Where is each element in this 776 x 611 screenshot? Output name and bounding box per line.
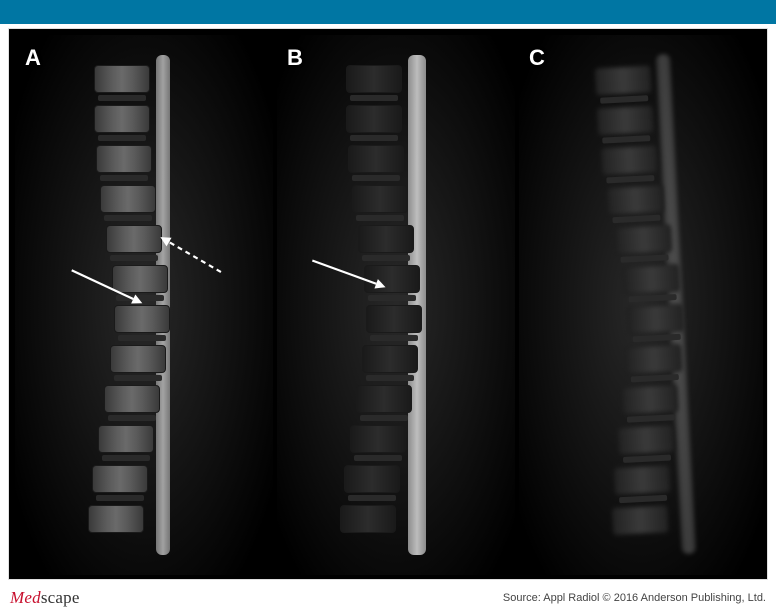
disc [348, 495, 396, 501]
disc [118, 335, 166, 341]
disc [350, 135, 398, 141]
vertebra [352, 185, 408, 213]
vertebra [348, 145, 404, 173]
disc [110, 255, 158, 261]
disc [102, 455, 150, 461]
vertebra [114, 305, 170, 333]
panel-c: C [519, 35, 763, 575]
disc [619, 495, 667, 504]
disc [360, 415, 408, 421]
disc [600, 95, 648, 104]
vertebra [597, 105, 654, 136]
vertebra [88, 505, 144, 533]
header-bar [0, 0, 776, 24]
vertebra [612, 505, 669, 536]
disc [354, 455, 402, 461]
vertebra [615, 224, 672, 255]
footer: Medscape Source: Appl Radiol © 2016 Ande… [0, 585, 776, 611]
vertebra [340, 505, 396, 533]
vertebra [613, 465, 670, 496]
vertebra [346, 65, 402, 93]
disc [100, 175, 148, 181]
disc [362, 255, 410, 261]
vertebra [358, 225, 414, 253]
vertebra [96, 145, 152, 173]
disc [631, 374, 679, 383]
brand-suffix: scape [41, 588, 80, 607]
vertebra [356, 385, 412, 413]
vertebra [623, 264, 680, 295]
vertebra [94, 65, 150, 93]
vertebra [607, 185, 664, 216]
vertebra [350, 425, 406, 453]
disc [104, 215, 152, 221]
panel-c-label: C [529, 45, 545, 71]
disc [620, 254, 668, 263]
vertebra [98, 425, 154, 453]
disc [114, 375, 162, 381]
vertebra [617, 424, 674, 455]
disc [612, 215, 660, 224]
panel-a-label: A [25, 45, 41, 71]
vertebra [94, 105, 150, 133]
panel-b-label: B [287, 45, 303, 71]
disc [352, 175, 400, 181]
disc [602, 135, 650, 144]
vertebra [627, 304, 684, 335]
panel-b: B [277, 35, 515, 575]
figure-frame: A B C [8, 28, 768, 580]
brand-prefix: Med [10, 588, 41, 607]
vertebra [362, 345, 418, 373]
vertebra [106, 225, 162, 253]
vertebra [601, 145, 658, 176]
panel-a-spine [64, 55, 224, 555]
vertebra [344, 465, 400, 493]
vertebra [104, 385, 160, 413]
panel-b-spine [316, 55, 476, 555]
disc [606, 175, 654, 184]
vertebra [92, 465, 148, 493]
disc [98, 135, 146, 141]
disc [627, 414, 675, 423]
disc [370, 335, 418, 341]
disc [356, 215, 404, 221]
disc [108, 415, 156, 421]
vertebra [595, 65, 652, 96]
vertebra [625, 344, 682, 375]
disc [623, 454, 671, 463]
brand-logo: Medscape [10, 588, 80, 608]
panel-a: A [15, 35, 273, 575]
source-text: Source: Appl Radiol © 2016 Anderson Publ… [503, 592, 766, 604]
vertebra [346, 105, 402, 133]
panel-c-spine [564, 51, 750, 559]
disc [366, 375, 414, 381]
vertebra [621, 384, 678, 415]
disc [96, 495, 144, 501]
vertebra [366, 305, 422, 333]
disc [368, 295, 416, 301]
vertebra [110, 345, 166, 373]
vertebra [100, 185, 156, 213]
disc [350, 95, 398, 101]
disc [98, 95, 146, 101]
